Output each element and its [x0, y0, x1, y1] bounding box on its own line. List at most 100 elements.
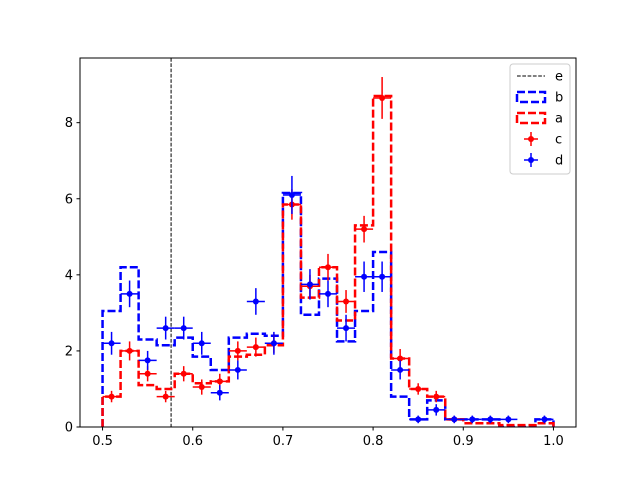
point-c-13 — [337, 290, 356, 313]
marker — [144, 357, 151, 364]
point-d-17 — [409, 415, 428, 424]
errorbar-series-d — [102, 175, 554, 424]
point-c-3 — [156, 390, 175, 403]
marker — [306, 281, 313, 288]
point-d-16 — [391, 360, 410, 380]
x-tick-label: 0.6 — [182, 434, 203, 449]
y-tick-label: 2 — [65, 344, 73, 359]
marker — [433, 393, 440, 400]
point-c-17 — [409, 383, 428, 395]
marker — [325, 264, 331, 271]
legend-entry-a: a — [515, 111, 563, 127]
marker — [288, 191, 295, 198]
point-d-3 — [156, 316, 175, 340]
point-d-23 — [535, 415, 554, 424]
point-d-2 — [138, 350, 157, 370]
legend-label: e — [555, 70, 563, 85]
point-d-13 — [337, 314, 356, 342]
x-tick-label: 0.9 — [453, 434, 474, 449]
marker — [433, 406, 440, 413]
legend-entry-d: d — [524, 153, 563, 169]
y-tick-label: 4 — [65, 268, 73, 283]
y-tick-label: 8 — [65, 116, 73, 131]
legend-entry-e: e — [517, 70, 563, 85]
legend-entry-b: b — [515, 90, 563, 106]
marker — [505, 416, 512, 423]
marker — [198, 384, 205, 391]
x-tick-label: 0.8 — [363, 434, 384, 449]
marker — [379, 94, 386, 101]
x-tick-label: 0.7 — [273, 434, 294, 449]
point-d-11 — [300, 269, 319, 300]
marker — [270, 340, 277, 347]
marker — [198, 340, 205, 347]
legend-handle-marker — [528, 157, 534, 163]
point-c-1 — [120, 341, 139, 361]
marker — [234, 347, 241, 354]
y-tick-label: 6 — [65, 192, 73, 207]
point-d-8 — [246, 288, 265, 315]
point-d-5 — [192, 331, 211, 355]
marker — [234, 366, 241, 373]
marker — [541, 416, 548, 423]
plot-area — [101, 58, 555, 427]
point-d-1 — [120, 280, 139, 308]
marker — [252, 344, 259, 351]
point-d-18 — [427, 404, 446, 416]
point-d-15 — [373, 261, 392, 292]
marker — [469, 416, 476, 423]
axes: 0.5 0.6 0.7 0.8 0.9 1.0 0 2 4 6 8 — [65, 57, 577, 449]
marker — [180, 370, 187, 377]
marker — [325, 290, 331, 297]
point-c-4 — [174, 366, 193, 382]
point-d-4 — [174, 316, 193, 340]
marker — [415, 385, 422, 392]
legend-entry-c: c — [524, 132, 562, 148]
marker — [397, 366, 404, 373]
legend-handle — [515, 111, 547, 125]
point-c-7 — [228, 341, 247, 361]
legend-label: d — [555, 154, 563, 169]
plot-clip-group — [101, 58, 555, 427]
point-d-10 — [282, 175, 301, 214]
marker — [415, 416, 422, 423]
marker — [487, 416, 494, 423]
point-c-15 — [373, 77, 392, 119]
x-tick-label: 1.0 — [543, 434, 564, 449]
point-d-20 — [463, 415, 482, 424]
axes-frame — [79, 57, 577, 428]
marker — [144, 370, 151, 377]
point-d-0 — [102, 331, 121, 355]
point-c-18 — [427, 390, 446, 403]
legend-label: a — [555, 112, 563, 127]
marker — [216, 389, 223, 396]
marker — [162, 325, 169, 332]
marker — [343, 298, 350, 305]
marker — [126, 290, 133, 297]
point-c-14 — [355, 215, 374, 243]
point-c-12 — [318, 253, 338, 281]
point-d-6 — [210, 385, 229, 401]
point-d-7 — [228, 360, 247, 380]
point-c-0 — [102, 390, 121, 403]
marker — [108, 393, 115, 400]
point-d-22 — [499, 415, 518, 424]
point-d-21 — [481, 415, 500, 424]
point-c-5 — [192, 379, 211, 395]
point-d-19 — [445, 415, 464, 424]
marker — [343, 325, 350, 332]
marker — [252, 298, 259, 305]
marker — [397, 355, 404, 362]
legend-handle — [515, 90, 547, 104]
marker — [361, 273, 368, 280]
point-d-9 — [264, 331, 283, 355]
legend-label: b — [555, 91, 563, 106]
marker — [180, 325, 187, 332]
x-tick-label: 0.5 — [92, 434, 113, 449]
step-series-a — [101, 94, 555, 427]
marker — [162, 393, 169, 400]
marker — [379, 273, 386, 280]
marker — [108, 340, 115, 347]
marker — [216, 378, 223, 385]
